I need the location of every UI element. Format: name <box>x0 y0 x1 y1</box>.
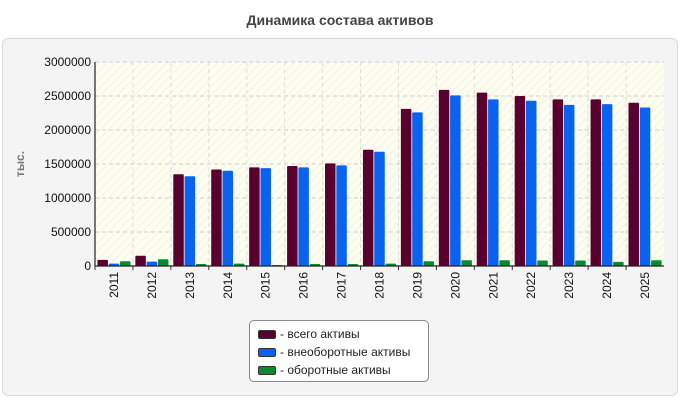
y-tick-label: 0 <box>84 259 91 273</box>
legend-label-current: - оборотные активы <box>280 363 391 377</box>
x-tick-label: 2017 <box>335 272 349 299</box>
axes: 0 500000 1000000 1500000 2000000 2500000 30000… <box>44 55 664 299</box>
legend-item-current: - оборотные активы <box>258 361 428 379</box>
x-tick-label: 2015 <box>259 272 273 299</box>
x-tick-label: 2013 <box>183 272 197 299</box>
y-tick-label: 500000 <box>51 225 91 239</box>
y-tick-label: 1500000 <box>44 157 91 171</box>
bar-total-2016 <box>287 166 298 266</box>
y-tick-label: 3000000 <box>44 55 91 69</box>
bar-total-2018 <box>362 149 374 266</box>
bar-current-2019 <box>423 261 434 266</box>
y-tick-label: 2000000 <box>44 123 91 137</box>
bar-total-2017 <box>325 163 336 266</box>
bars <box>97 89 662 267</box>
bar-noncurrent-2017 <box>336 165 347 266</box>
x-tick-label: 2016 <box>297 272 311 299</box>
legend-swatch-current <box>258 365 276 375</box>
x-tick-label: 2022 <box>524 272 538 299</box>
x-tick-label: 2025 <box>638 272 652 299</box>
bar-current-2021 <box>499 260 510 266</box>
x-tick-label: 2018 <box>373 272 387 299</box>
bar-noncurrent-2013 <box>184 176 196 266</box>
bar-total-2013 <box>173 174 184 266</box>
bar-noncurrent-2012 <box>146 261 158 266</box>
bar-total-2011 <box>97 259 108 266</box>
bar-current-2023 <box>575 260 586 266</box>
x-tick-label: 2021 <box>486 272 500 299</box>
x-tick-label: 2020 <box>448 272 462 299</box>
y-tick-label: 1000000 <box>44 191 91 205</box>
y-tick-label: 2500000 <box>44 89 91 103</box>
bar-total-2022 <box>514 96 526 266</box>
bar-noncurrent-2018 <box>374 151 385 266</box>
bar-noncurrent-2022 <box>525 100 537 266</box>
bar-total-2012 <box>135 255 146 266</box>
chart-title: Динамика состава активов <box>246 12 434 28</box>
bar-current-2024 <box>613 261 624 266</box>
bar-noncurrent-2023 <box>563 104 575 266</box>
bar-total-2024 <box>590 99 602 267</box>
x-tick-label: 2024 <box>600 272 614 299</box>
bar-noncurrent-2024 <box>601 104 613 266</box>
bar-current-2012 <box>157 259 169 266</box>
bar-noncurrent-2021 <box>488 99 499 267</box>
legend-label-noncurrent: - внеоборотные активы <box>280 345 411 359</box>
x-tick-label: 2012 <box>145 272 159 299</box>
gridlines <box>95 61 664 266</box>
bar-noncurrent-2025 <box>639 107 651 266</box>
legend-label-total: - всего активы <box>280 327 360 341</box>
bar-noncurrent-2019 <box>412 112 423 266</box>
bar-noncurrent-2015 <box>260 168 271 266</box>
bar-noncurrent-2016 <box>298 167 309 266</box>
legend-swatch-total <box>258 329 276 339</box>
bar-current-2011 <box>120 261 131 266</box>
legend-swatch-noncurrent <box>258 347 276 357</box>
bar-total-2021 <box>476 92 488 266</box>
bar-current-2022 <box>537 260 548 266</box>
x-tick-label: 2023 <box>562 272 576 299</box>
legend: - всего активы - внеоборотные активы - о… <box>249 320 429 382</box>
legend-item-noncurrent: - внеоборотные активы <box>258 343 428 361</box>
bar-noncurrent-2014 <box>222 170 234 266</box>
y-axis-label: тыс. <box>13 151 27 177</box>
x-tick-label: 2014 <box>221 272 235 299</box>
legend-item-total: - всего активы <box>258 325 428 343</box>
x-tick-label: 2019 <box>410 272 424 299</box>
bar-noncurrent-2020 <box>450 95 461 266</box>
bar-total-2014 <box>211 169 222 266</box>
bar-total-2023 <box>552 99 564 267</box>
bar-total-2020 <box>438 89 450 266</box>
bar-total-2015 <box>249 167 260 266</box>
bar-total-2025 <box>628 102 639 266</box>
bar-current-2020 <box>461 260 472 266</box>
x-tick-label: 2011 <box>107 272 121 298</box>
bar-total-2019 <box>400 108 412 266</box>
bar-current-2025 <box>651 260 662 266</box>
